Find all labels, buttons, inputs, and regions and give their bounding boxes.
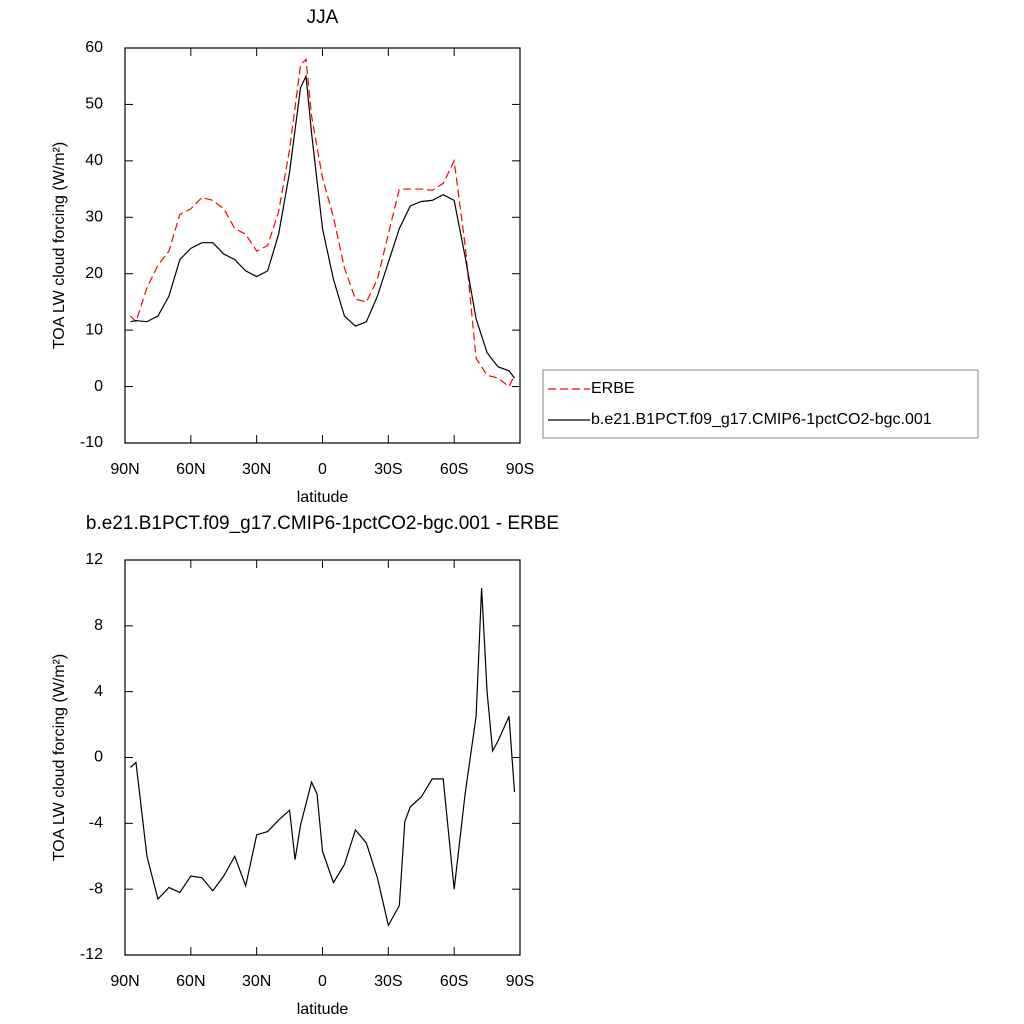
x-tick-label: 30N [242, 461, 271, 478]
y-axis-label: TOA LW cloud forcing (W/m²) [51, 654, 68, 861]
data-line [130, 587, 516, 928]
y-tick-label: 20 [85, 265, 103, 282]
legend-label: ERBE [591, 380, 635, 397]
y-tick-label: 50 [85, 96, 103, 113]
x-tick-label: 0 [318, 973, 327, 990]
x-axis-label: latitude [297, 489, 349, 506]
y-tick-label: -8 [89, 880, 103, 897]
y-tick-label: -10 [80, 434, 103, 451]
x-tick-label: 60S [440, 461, 468, 478]
legend-label: b.e21.B1PCT.f09_g17.CMIP6-1pctCO2-bgc.00… [591, 411, 932, 428]
x-tick-label: 30S [374, 973, 402, 990]
y-tick-label: 4 [94, 683, 103, 700]
y-tick-label: -4 [89, 815, 103, 832]
chart-title: JJA [307, 7, 339, 28]
x-tick-label: 30S [374, 461, 402, 478]
y-tick-label: 10 [85, 321, 103, 338]
y-tick-label: 0 [94, 378, 103, 395]
chart-title: b.e21.B1PCT.f09_g17.CMIP6-1pctCO2-bgc.00… [86, 513, 559, 534]
plot-frame [124, 559, 521, 956]
plot-frame [124, 47, 521, 444]
x-tick-label: 0 [318, 461, 327, 478]
y-tick-label: 40 [85, 152, 103, 169]
x-axis-label: latitude [297, 1001, 349, 1018]
y-tick-label: 8 [94, 617, 103, 634]
x-tick-label: 60S [440, 973, 468, 990]
y-tick-label: 60 [85, 39, 103, 56]
x-tick-label: 60N [176, 973, 205, 990]
y-axis-label: TOA LW cloud forcing (W/m²) [51, 142, 68, 349]
x-tick-label: 90S [506, 461, 534, 478]
y-tick-label: 12 [85, 551, 103, 568]
x-tick-label: 90N [110, 461, 139, 478]
y-tick-label: 30 [85, 209, 103, 226]
data-line [130, 57, 516, 388]
x-tick-label: 90S [506, 973, 534, 990]
data-line [130, 74, 515, 379]
x-tick-label: 90N [110, 973, 139, 990]
x-tick-label: 30N [242, 973, 271, 990]
legend-box [542, 369, 979, 439]
y-tick-label: -12 [80, 946, 103, 963]
y-tick-label: 0 [94, 749, 103, 766]
x-tick-label: 60N [176, 461, 205, 478]
